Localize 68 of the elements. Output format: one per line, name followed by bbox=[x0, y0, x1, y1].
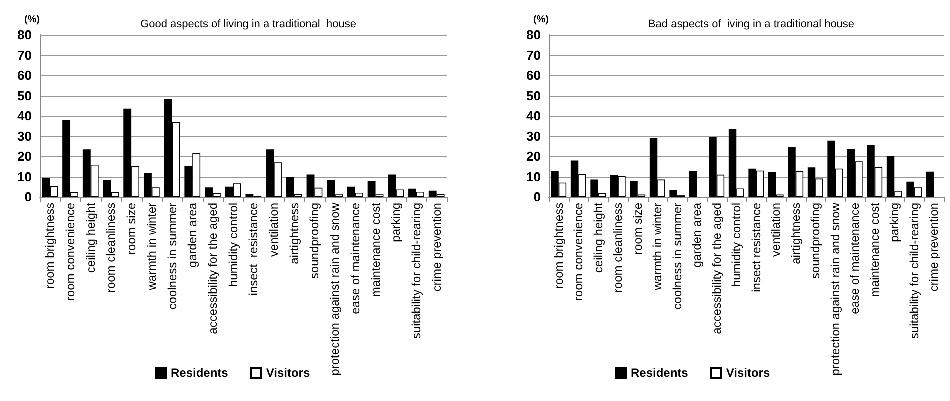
x-tick-label: maintenance cost bbox=[368, 202, 383, 298]
y-tick-label: 60 bbox=[18, 68, 32, 83]
y-tick-label: 10 bbox=[18, 169, 32, 184]
x-tick-label: room brightness bbox=[552, 203, 566, 290]
x-tick-label: insect resistance bbox=[246, 202, 261, 296]
x-tick-label: garden area bbox=[690, 202, 704, 268]
bar bbox=[689, 171, 698, 197]
y-tick-label: 60 bbox=[526, 68, 541, 83]
x-tick-label: coolness in summer bbox=[670, 203, 684, 310]
x-tick-label: warmth in winter bbox=[650, 203, 665, 292]
y-tick-label: 30 bbox=[526, 128, 541, 144]
y-tick-label: 0 bbox=[534, 190, 541, 204]
x-tick-label: maintenance cost bbox=[868, 202, 882, 298]
x-tick-label: protection against rain and snow bbox=[828, 202, 842, 376]
legend-label: Residents bbox=[171, 366, 229, 380]
x-tick-label: warmth in winter bbox=[144, 203, 159, 292]
x-tick-label: soundproofing bbox=[308, 203, 322, 280]
x-tick-label: insect resistance bbox=[749, 202, 764, 292]
legend-label: Residents bbox=[631, 366, 689, 380]
x-tick-label: ease of maintenance bbox=[348, 202, 362, 314]
x-tick-label: room size bbox=[630, 202, 645, 256]
y-tick-label: 20 bbox=[18, 149, 32, 164]
x-tick-label: coolness in summer bbox=[165, 203, 180, 310]
x-tick-label: humidity control bbox=[226, 203, 240, 288]
x-tick-label: room size bbox=[124, 202, 139, 256]
y-tick-label: 50 bbox=[18, 88, 32, 104]
y-tick-label: 20 bbox=[526, 149, 541, 164]
y-tick-label: 70 bbox=[526, 48, 541, 63]
x-tick-label: suitability for child-rearing bbox=[409, 203, 424, 340]
chart-title: Good aspects of living in a traditional house bbox=[140, 18, 356, 30]
x-tick-label: room brightness bbox=[43, 203, 58, 290]
x-tick-label: accessibility for the aged bbox=[206, 203, 220, 334]
legend-label: Visitors bbox=[726, 366, 770, 380]
x-tick-label: parking bbox=[389, 203, 404, 242]
y-tick-label: 40 bbox=[18, 108, 32, 124]
x-tick-label: crime prevention bbox=[430, 203, 444, 292]
x-tick-label: ceiling height bbox=[591, 202, 606, 274]
x-tick-label: protection against rain and snow bbox=[328, 202, 342, 376]
x-tick-label: airtightness bbox=[287, 203, 302, 264]
x-tick-label: soundproofing bbox=[808, 203, 823, 280]
x-tick-label: ventilation bbox=[267, 203, 282, 258]
y-tick-label: 70 bbox=[18, 48, 32, 63]
y-tick-label: 10 bbox=[526, 169, 541, 184]
y-tick-label: 80 bbox=[18, 28, 32, 42]
legend-label: Visitors bbox=[266, 366, 310, 380]
x-tick-label: garden area bbox=[186, 202, 200, 268]
x-tick-label: airtightness bbox=[788, 203, 803, 264]
y-tick-label: 50 bbox=[526, 88, 541, 104]
y-tick-label: 40 bbox=[526, 108, 541, 124]
x-tick-label: parking bbox=[888, 203, 902, 242]
chart-title: Bad aspects of iving in a traditional house bbox=[648, 18, 855, 30]
x-tick-label: room cleanliness bbox=[104, 203, 118, 294]
y-tick-label: 0 bbox=[24, 190, 32, 204]
y-tick-label: 30 bbox=[18, 128, 32, 144]
bar bbox=[926, 172, 934, 197]
x-tick-label: ventilation bbox=[769, 203, 784, 258]
x-tick-label: room cleanliness bbox=[611, 203, 626, 294]
x-tick-label: suitability for child-rearing bbox=[907, 203, 922, 340]
y-axis-title: (%) bbox=[533, 14, 549, 26]
y-axis-title: (%) bbox=[24, 14, 40, 26]
x-tick-label: room convenience bbox=[572, 202, 586, 302]
x-tick-label: humidity control bbox=[730, 203, 744, 288]
x-tick-label: ceiling height bbox=[84, 202, 98, 274]
x-tick-label: room convenience bbox=[64, 202, 78, 302]
x-tick-label: accessibility for the aged bbox=[710, 203, 724, 334]
x-tick-label: crime prevention bbox=[927, 203, 942, 292]
x-tick-label: ease of maintenance bbox=[848, 202, 862, 314]
y-tick-label: 80 bbox=[526, 28, 541, 42]
